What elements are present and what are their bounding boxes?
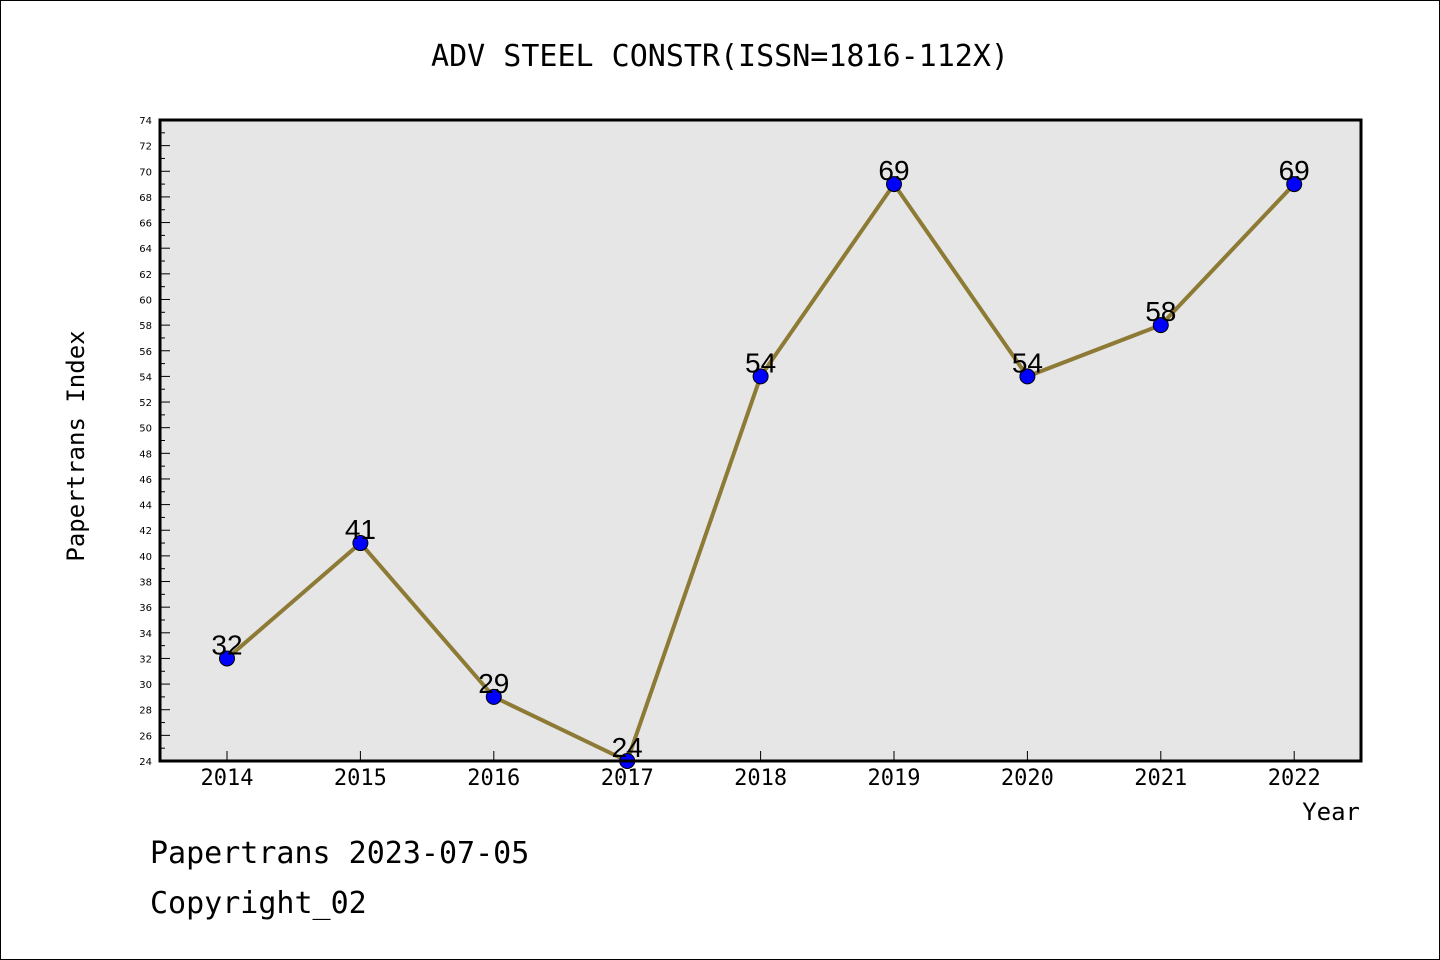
y-axis: 24 26 28 30 32 34 36 38 40 42 44 46 48 50 52 54 56 58 60 62… [139, 116, 170, 768]
y-tick-label: 46 [139, 475, 152, 486]
y-tick-label: 56 [139, 347, 152, 358]
data-label: 54 [1012, 347, 1043, 378]
y-tick-label: 72 [139, 142, 152, 153]
data-point [219, 650, 235, 667]
y-tick-label: 38 [139, 578, 152, 589]
data-label: 58 [1145, 296, 1176, 327]
y-tick-label: 74 [139, 116, 152, 127]
data-point [886, 176, 902, 193]
x-axis: 2014 2015 2016 2017 2018 2019 2020 2021 2022 [201, 751, 1321, 791]
data-point [485, 688, 502, 705]
data-label: 41 [345, 514, 376, 545]
y-tick-label: 42 [139, 526, 152, 537]
y-tick-label: 32 [139, 654, 152, 665]
x-tick-label: 2015 [334, 766, 387, 791]
plot-border [158, 118, 1363, 763]
x-tick-label: 2014 [201, 766, 254, 791]
y-tick-label: 68 [139, 193, 152, 204]
data-label: 24 [612, 732, 643, 763]
data-labels: 32 41 29 24 54 69 54 58 69 [211, 155, 1309, 763]
chart-title: ADV STEEL CONSTR(ISSN=1816-112X) [431, 39, 1009, 74]
y-tick-label: 50 [139, 424, 152, 435]
x-tick-label: 2018 [734, 766, 787, 791]
y-tick-label: 30 [139, 680, 152, 691]
data-label: 29 [478, 668, 509, 699]
y-tick-label: 48 [139, 449, 152, 460]
y-tick-label: 70 [139, 167, 152, 178]
y-tick-label: 52 [139, 398, 152, 409]
y-tick-label: 44 [139, 501, 152, 512]
x-axis-label: Year [1302, 798, 1360, 826]
y-tick-label: 26 [139, 731, 152, 742]
footer-date: Papertrans 2023-07-05 [150, 836, 530, 871]
data-label: 54 [745, 347, 776, 378]
x-tick-label: 2017 [601, 766, 654, 791]
plot-area [160, 120, 1361, 761]
data-point [352, 535, 369, 552]
x-tick-label: 2019 [868, 766, 921, 791]
x-tick-label: 2022 [1268, 766, 1321, 791]
y-tick-label: 34 [139, 629, 152, 640]
y-tick-label: 58 [139, 321, 152, 332]
data-points [219, 176, 1303, 769]
data-label: 69 [1279, 155, 1310, 186]
data-point [1152, 317, 1169, 334]
data-label: 32 [211, 629, 242, 660]
data-label: 69 [878, 155, 909, 186]
x-tick-label: 2021 [1134, 766, 1187, 791]
y-tick-label: 64 [139, 244, 152, 255]
data-point [752, 368, 769, 385]
data-point [1019, 368, 1036, 385]
y-axis-label: Papertrans Index [62, 330, 90, 561]
x-tick-label: 2016 [467, 766, 520, 791]
y-tick-label: 60 [139, 295, 152, 306]
y-tick-label: 54 [139, 372, 152, 383]
y-tick-label: 24 [139, 757, 152, 768]
y-tick-label: 28 [139, 706, 152, 717]
footer-copyright: Copyright_02 [150, 886, 367, 921]
data-point [1286, 176, 1303, 193]
y-tick-label: 36 [139, 603, 152, 614]
y-tick-label: 40 [139, 552, 152, 563]
x-tick-label: 2020 [1001, 766, 1054, 791]
y-tick-label: 66 [139, 219, 152, 230]
y-tick-label: 62 [139, 270, 152, 281]
